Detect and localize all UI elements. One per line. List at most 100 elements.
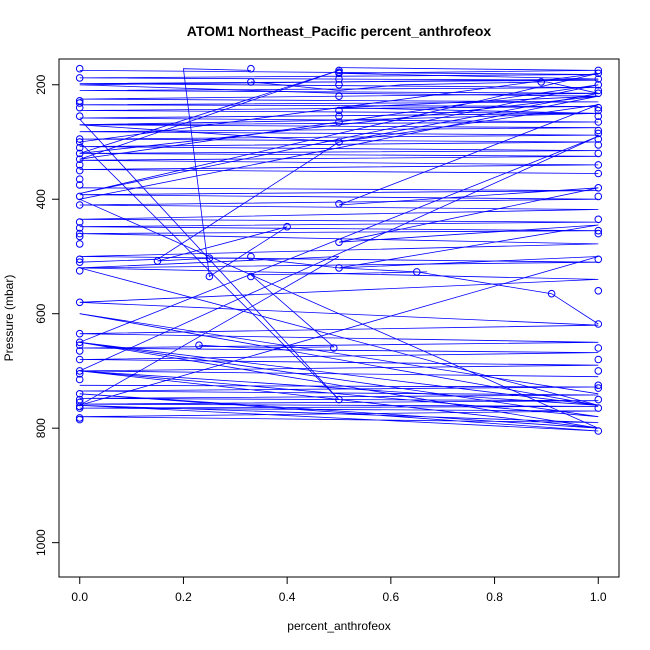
data-point	[75, 232, 84, 241]
data-point	[75, 112, 84, 120]
data-point	[153, 257, 162, 265]
data-point	[75, 201, 84, 209]
data-point	[594, 404, 603, 412]
series-line-8	[79, 81, 599, 263]
data-point	[594, 367, 603, 375]
data-point	[594, 89, 603, 98]
series-line-6	[157, 68, 599, 325]
x-tick-label: 0.8	[486, 590, 503, 604]
data-point	[594, 161, 603, 169]
data-point	[335, 106, 343, 115]
y-tick-label: 800	[34, 418, 48, 438]
data-point	[594, 226, 603, 235]
data-point	[594, 66, 603, 75]
series-layer	[78, 67, 599, 432]
chart-title: ATOM1 Northeast_Pacific percent_anthrofe…	[187, 23, 492, 39]
data-point	[75, 175, 84, 183]
data-point	[594, 81, 603, 89]
data-point	[594, 229, 603, 238]
y-tick-label: 200	[34, 74, 48, 94]
data-point	[594, 135, 603, 143]
y-axis: 200 400 600 800 1000	[34, 74, 60, 556]
data-point	[594, 320, 603, 328]
data-point	[594, 141, 603, 149]
data-point	[75, 398, 84, 407]
data-point	[75, 192, 84, 201]
data-point	[75, 390, 84, 398]
x-axis: 0.0 0.2 0.4 0.6 0.8 1.0	[71, 576, 607, 604]
data-point	[335, 118, 343, 126]
data-point	[75, 64, 84, 73]
data-point	[594, 112, 603, 120]
data-point	[594, 75, 603, 83]
data-point	[75, 258, 84, 267]
y-tick-label: 1000	[34, 529, 48, 556]
data-point	[594, 255, 603, 264]
data-point	[594, 69, 603, 78]
data-point	[75, 329, 84, 338]
data-point	[330, 344, 338, 352]
data-point	[75, 229, 84, 238]
data-point	[594, 355, 603, 364]
data-point	[75, 161, 84, 169]
data-point	[75, 149, 84, 158]
data-point	[75, 255, 84, 264]
data-point	[594, 103, 603, 112]
data-point	[335, 238, 343, 246]
data-point	[537, 78, 546, 86]
x-tick-label: 0.4	[279, 590, 296, 604]
data-point	[75, 224, 84, 232]
data-point	[75, 166, 84, 175]
data-point	[335, 138, 343, 146]
data-point	[594, 384, 603, 392]
data-point	[594, 169, 603, 178]
data-point	[75, 138, 84, 146]
data-point	[247, 78, 255, 86]
data-point	[335, 264, 343, 272]
data-point	[335, 92, 343, 100]
data-point	[75, 135, 84, 143]
data-point	[335, 68, 343, 76]
data-point	[75, 298, 84, 307]
data-point	[247, 272, 255, 281]
data-point	[195, 341, 203, 350]
x-tick-label: 0.6	[383, 590, 400, 604]
data-point	[75, 341, 84, 350]
data-point	[247, 64, 255, 73]
data-point	[594, 215, 603, 224]
data-point	[594, 86, 603, 95]
series-line-5	[78, 70, 599, 429]
data-point	[75, 240, 84, 248]
x-tick-label: 0.2	[175, 590, 192, 604]
data-point	[205, 272, 214, 281]
data-point	[75, 370, 84, 378]
data-point	[594, 149, 603, 158]
data-point	[75, 267, 84, 275]
data-point	[75, 74, 84, 82]
data-point	[594, 106, 603, 115]
data-point	[75, 181, 84, 189]
data-point	[75, 347, 84, 355]
data-point	[75, 404, 84, 412]
data-point	[594, 118, 603, 126]
data-point	[205, 254, 214, 263]
data-point	[335, 395, 343, 404]
data-point	[547, 289, 556, 298]
data-point	[75, 375, 84, 384]
data-point	[594, 129, 603, 138]
data-point	[75, 338, 84, 347]
x-axis-label: percent_anthrofeox	[287, 619, 390, 633]
data-point	[335, 81, 343, 89]
x-tick-label: 0.0	[71, 590, 88, 604]
series-line-2	[79, 187, 599, 378]
data-point	[594, 344, 603, 352]
y-tick-label: 600	[34, 303, 48, 323]
data-point	[594, 192, 603, 201]
data-point	[75, 99, 84, 107]
data-point	[335, 200, 343, 208]
y-tick-label: 400	[34, 189, 48, 209]
data-point	[75, 218, 84, 226]
x-tick-label: 1.0	[590, 590, 607, 604]
points-layer	[75, 64, 603, 435]
data-point	[75, 367, 84, 375]
